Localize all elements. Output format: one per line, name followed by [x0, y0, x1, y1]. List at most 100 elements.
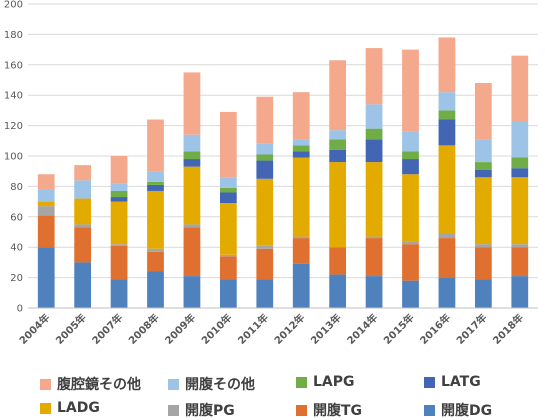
- bar-segment: [402, 151, 419, 160]
- bar-segment: [365, 238, 383, 277]
- legend-swatch-icon: [424, 376, 435, 388]
- bar-segment: [329, 247, 347, 275]
- bar-segment: [292, 145, 310, 152]
- x-tick-label: 2004年: [16, 311, 52, 347]
- legend-item-lapg: LAPG: [296, 374, 355, 390]
- bar-segment: [365, 276, 383, 308]
- bar-segment: [37, 174, 55, 190]
- bar-segment: [37, 201, 55, 207]
- bar-segment: [511, 168, 529, 178]
- legend-swatch-icon: [40, 402, 51, 414]
- bar-segment: [438, 238, 456, 278]
- x-tick-label: 2013年: [308, 311, 344, 347]
- legend-swatch-icon: [424, 404, 435, 416]
- bar-segment: [365, 236, 383, 239]
- bar-segment: [329, 149, 347, 163]
- bar-segment: [183, 151, 201, 160]
- bar-segment: [110, 197, 128, 202]
- bar-segment: [74, 180, 92, 199]
- bar-segment: [183, 166, 201, 225]
- y-tick-label: 0: [17, 304, 23, 315]
- bar-segment: [37, 215, 55, 248]
- bar-segment: [147, 248, 164, 252]
- legend-swatch-icon: [168, 378, 179, 390]
- bar-segment: [438, 119, 456, 146]
- legend-swatch-icon: [168, 404, 179, 416]
- y-tick-label: 100: [4, 152, 23, 163]
- bar-segment: [402, 131, 419, 152]
- legend-label: LADG: [57, 400, 100, 416]
- legend-item-laparoscopic-other: 腹腔鏡その他: [40, 374, 141, 394]
- y-tick-label: 120: [4, 121, 23, 132]
- bar-segment: [256, 143, 274, 155]
- bar-segment: [402, 159, 419, 175]
- bar-segment: [256, 178, 274, 246]
- x-tick-label: 2007年: [89, 311, 125, 347]
- bar-segment: [511, 121, 529, 158]
- bar-segment: [219, 111, 237, 178]
- bar-segment: [183, 224, 201, 228]
- bar-segment: [147, 171, 164, 182]
- bar-segment: [74, 262, 92, 308]
- x-tick-label: 2011年: [235, 311, 271, 347]
- legend-label: 開腹TG: [313, 403, 363, 419]
- y-tick-label: 140: [4, 91, 23, 102]
- bar-segment: [474, 169, 492, 178]
- bar-segment: [183, 276, 201, 308]
- bar-segment: [74, 165, 92, 181]
- bar-segment: [511, 276, 529, 308]
- bar-segment: [256, 154, 274, 161]
- legend-label: 腹腔鏡その他: [57, 377, 141, 393]
- bar-segment: [402, 280, 419, 308]
- bar-segment: [474, 244, 492, 248]
- bar-segment: [292, 238, 310, 264]
- bar-segment: [292, 151, 310, 158]
- bar-segment: [402, 49, 419, 132]
- bar-segment: [147, 251, 164, 272]
- bar-segment: [74, 198, 92, 225]
- y-tick-label: 80: [10, 182, 23, 193]
- bar-segment: [474, 162, 492, 170]
- bar-segment: [110, 244, 128, 246]
- bar-segment: [110, 156, 128, 184]
- bar-segment: [365, 128, 383, 140]
- bar-segment: [110, 183, 128, 191]
- bar-segment: [438, 92, 456, 111]
- legend-label: 開腹その他: [185, 377, 255, 393]
- bar-segment: [219, 187, 237, 193]
- bar-segment: [110, 201, 128, 245]
- legend-label: 開腹PG: [185, 403, 235, 419]
- bar-segment: [365, 162, 383, 237]
- bar-segment: [74, 227, 92, 263]
- bar-segment: [219, 279, 237, 308]
- x-tick-label: 2017年: [454, 311, 490, 347]
- x-tick-label: 2010年: [199, 311, 235, 347]
- legend-item-open-tg: 開腹TG: [296, 400, 362, 420]
- bar-segment: [183, 159, 201, 167]
- bar-segment: [74, 224, 92, 228]
- bar-segment: [474, 177, 492, 245]
- bar-segment: [511, 157, 529, 169]
- bar-segment: [256, 248, 274, 280]
- x-tick-label: 2009年: [162, 311, 198, 347]
- bar-segment: [511, 244, 529, 248]
- bar-segment: [474, 139, 492, 163]
- bar-segment: [256, 96, 274, 144]
- legend-label: 開腹DG: [441, 403, 493, 419]
- bar-segment: [183, 134, 201, 152]
- bar-segment: [256, 245, 274, 249]
- bar-segment: [329, 274, 347, 308]
- bar-segment: [219, 192, 237, 204]
- x-tick-label: 2012年: [271, 311, 307, 347]
- bar-segment: [147, 119, 164, 172]
- bar-segment: [110, 190, 128, 198]
- bar-segment: [292, 263, 310, 308]
- bar-segment: [365, 104, 383, 129]
- bar-segment: [329, 139, 347, 150]
- bar-segment: [438, 110, 456, 120]
- x-tick-label: 2005年: [53, 311, 89, 347]
- bar-segment: [110, 279, 128, 308]
- bar-segment: [402, 241, 419, 245]
- y-tick-label: 20: [10, 273, 23, 284]
- bar-segment: [147, 181, 164, 185]
